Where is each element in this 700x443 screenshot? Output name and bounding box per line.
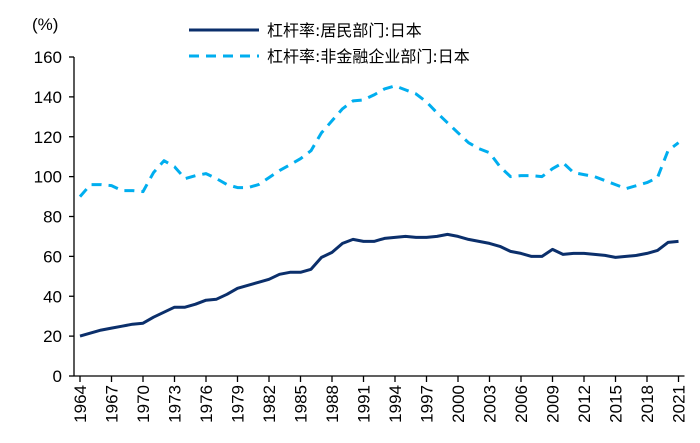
- y-tick-label: 60: [43, 247, 62, 266]
- series-line-corporate: [78, 84, 680, 198]
- y-tick-label: 140: [34, 88, 62, 107]
- legend: 杠杆率:居民部门:日本 杠杆率:非金融企业部门:日本: [189, 21, 470, 66]
- x-tick-label: 1988: [323, 385, 342, 423]
- x-tick-label: 2018: [638, 385, 657, 423]
- x-tick-label: 1982: [260, 385, 279, 423]
- x-tick-label: 1994: [386, 385, 405, 423]
- x-tick-label: 1964: [71, 385, 90, 423]
- y-unit-label: (%): [32, 15, 58, 34]
- x-tick-label: 2015: [607, 385, 626, 423]
- x-tick-label: 1985: [292, 385, 311, 423]
- x-tick-label: 2009: [544, 385, 563, 423]
- x-tick-label: 1970: [134, 385, 153, 423]
- y-tick-label: 160: [34, 48, 62, 67]
- series-line-household: [79, 232, 679, 338]
- y-tick-label: 100: [34, 168, 62, 187]
- x-tick-label: 2012: [575, 385, 594, 423]
- y-tick-label: 120: [34, 128, 62, 147]
- x-tick-label: 2003: [481, 385, 500, 423]
- y-tick-label: 40: [43, 287, 62, 306]
- y-tick-label: 20: [43, 327, 62, 346]
- x-tick-label: 1973: [166, 385, 185, 423]
- x-tick-label: 2021: [670, 385, 689, 423]
- x-tick-label: 1997: [418, 385, 437, 423]
- legend-label-household: 杠杆率:居民部门:日本: [267, 21, 422, 40]
- x-tick-label: 1979: [229, 385, 248, 423]
- x-tick-label: 1976: [197, 385, 216, 423]
- x-tick-label: 1967: [103, 385, 122, 423]
- x-tick-label: 2000: [449, 385, 468, 423]
- x-tick-label: 2006: [512, 385, 531, 423]
- legend-label-corporate: 杠杆率:非金融企业部门:日本: [267, 47, 470, 66]
- y-tick-label: 80: [43, 208, 62, 227]
- y-tick-label: 0: [53, 367, 62, 386]
- x-tick-label: 1991: [355, 385, 374, 423]
